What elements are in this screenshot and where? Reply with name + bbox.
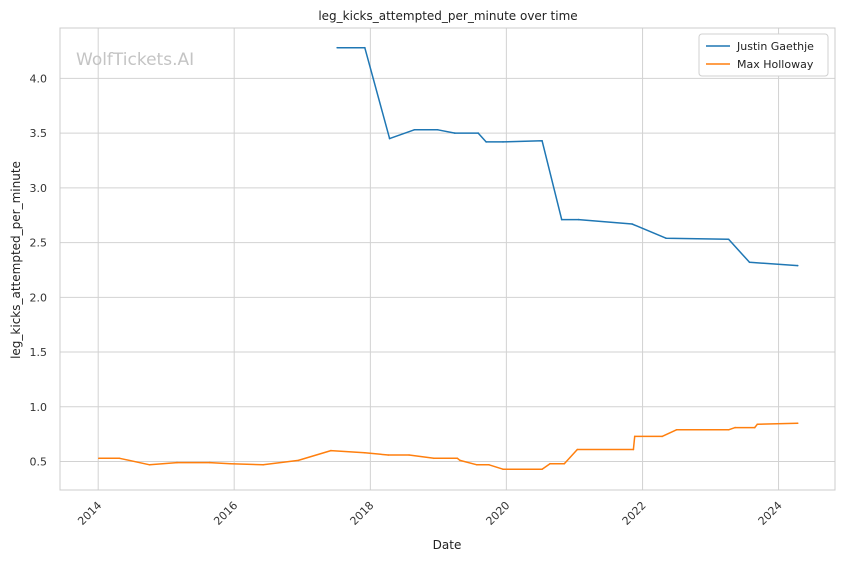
data-point [433, 457, 435, 460]
legend: Justin Gaethje Max Holloway [698, 33, 829, 77]
legend-label-justin-gaethje: Justin Gaethje [736, 40, 814, 53]
data-point [563, 462, 566, 465]
data-point [549, 462, 551, 465]
legend-box [698, 33, 829, 77]
series-line-justin-gaethje [337, 46, 798, 267]
data-point [330, 449, 332, 452]
grid [60, 28, 835, 490]
data-point [502, 141, 504, 143]
x-tick-label: 2020 [484, 499, 513, 528]
data-point [631, 223, 633, 225]
series-line-max-holloway [98, 422, 798, 470]
data-point [661, 435, 663, 438]
data-point [148, 464, 151, 466]
data-point [459, 459, 461, 462]
data-point [753, 426, 756, 429]
data-point [413, 129, 416, 131]
y-tick-label: 2.0 [30, 291, 48, 304]
data-point [577, 218, 580, 221]
y-tick-label: 1.0 [30, 401, 48, 414]
data-point [541, 468, 543, 471]
data-point [477, 132, 480, 134]
data-point [364, 452, 366, 454]
data-point [727, 238, 730, 241]
series-layer [98, 46, 799, 471]
y-tick-label: 4.0 [30, 72, 48, 85]
data-point [387, 454, 390, 456]
data-point [388, 137, 391, 140]
data-point [336, 46, 339, 49]
data-point [488, 464, 490, 466]
x-tick-label: 2018 [348, 499, 377, 528]
x-tick-label: 2022 [620, 499, 649, 528]
data-point [476, 464, 478, 466]
data-point [734, 426, 736, 429]
data-point [454, 132, 456, 134]
data-point [502, 468, 504, 471]
y-tick-label: 2.5 [30, 237, 48, 250]
data-point [675, 429, 678, 431]
data-point [297, 459, 300, 462]
legend-label-max-holloway: Max Holloway [737, 58, 814, 71]
plot-frame [59, 27, 836, 491]
data-point [456, 457, 459, 460]
data-point [633, 435, 636, 438]
data-point [665, 237, 667, 239]
data-point [560, 218, 563, 221]
watermark: WolfTickets.AI [76, 50, 194, 70]
x-tick-label: 2024 [756, 499, 785, 528]
data-point [408, 454, 410, 456]
x-tick-label: 2014 [75, 499, 104, 528]
data-point [176, 461, 178, 464]
data-point [437, 129, 439, 131]
data-point [209, 461, 211, 464]
y-tick-label: 1.5 [30, 346, 48, 359]
data-point [541, 140, 543, 142]
data-point [118, 457, 121, 460]
y-tick-label: 3.5 [30, 127, 48, 140]
tick-labels: 2014 2016 2018 2020 2022 2024 0.5 1.0 1.5 2.0 2.5 3… [30, 72, 785, 528]
y-tick-label: 0.5 [30, 456, 48, 469]
data-point [796, 422, 799, 425]
x-tick-label: 2016 [211, 499, 240, 528]
y-axis-label: leg_kicks_attempted_per_minute [9, 161, 23, 359]
chart-title: leg_kicks_attempted_per_minute over time [318, 9, 577, 23]
data-point [485, 141, 487, 143]
data-point [796, 264, 799, 267]
data-point [756, 423, 759, 426]
data-point [748, 261, 751, 264]
data-point [364, 46, 366, 49]
data-point [98, 457, 100, 460]
data-point [576, 448, 579, 451]
data-point [727, 429, 730, 431]
x-axis-label: Date [433, 538, 462, 552]
data-point [632, 448, 635, 451]
data-point [229, 462, 232, 465]
y-tick-label: 3.0 [30, 182, 48, 195]
data-point [262, 464, 264, 466]
